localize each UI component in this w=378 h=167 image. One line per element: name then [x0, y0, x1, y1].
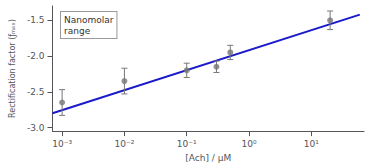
svg-text:10⁻¹: 10⁻¹	[177, 139, 197, 149]
svg-text:-2.0: -2.0	[27, 51, 45, 61]
svg-text:-3.0: -3.0	[27, 123, 45, 133]
svg-text:[Ach] / μM: [Ach] / μM	[185, 153, 231, 163]
svg-text:Nanomolar: Nanomolar	[64, 15, 114, 25]
svg-text:10⁻²: 10⁻²	[115, 139, 135, 149]
svg-text:-2.5: -2.5	[27, 87, 45, 97]
svg-text:Rectification factor (ƒₘₐₓ): Rectification factor (ƒₘₐₓ)	[8, 19, 17, 118]
svg-text:10⁻³: 10⁻³	[52, 139, 72, 149]
svg-text:-1.5: -1.5	[27, 15, 45, 25]
svg-text:range: range	[64, 26, 91, 36]
svg-text:10¹: 10¹	[304, 139, 319, 149]
svg-text:10⁰: 10⁰	[242, 139, 257, 149]
